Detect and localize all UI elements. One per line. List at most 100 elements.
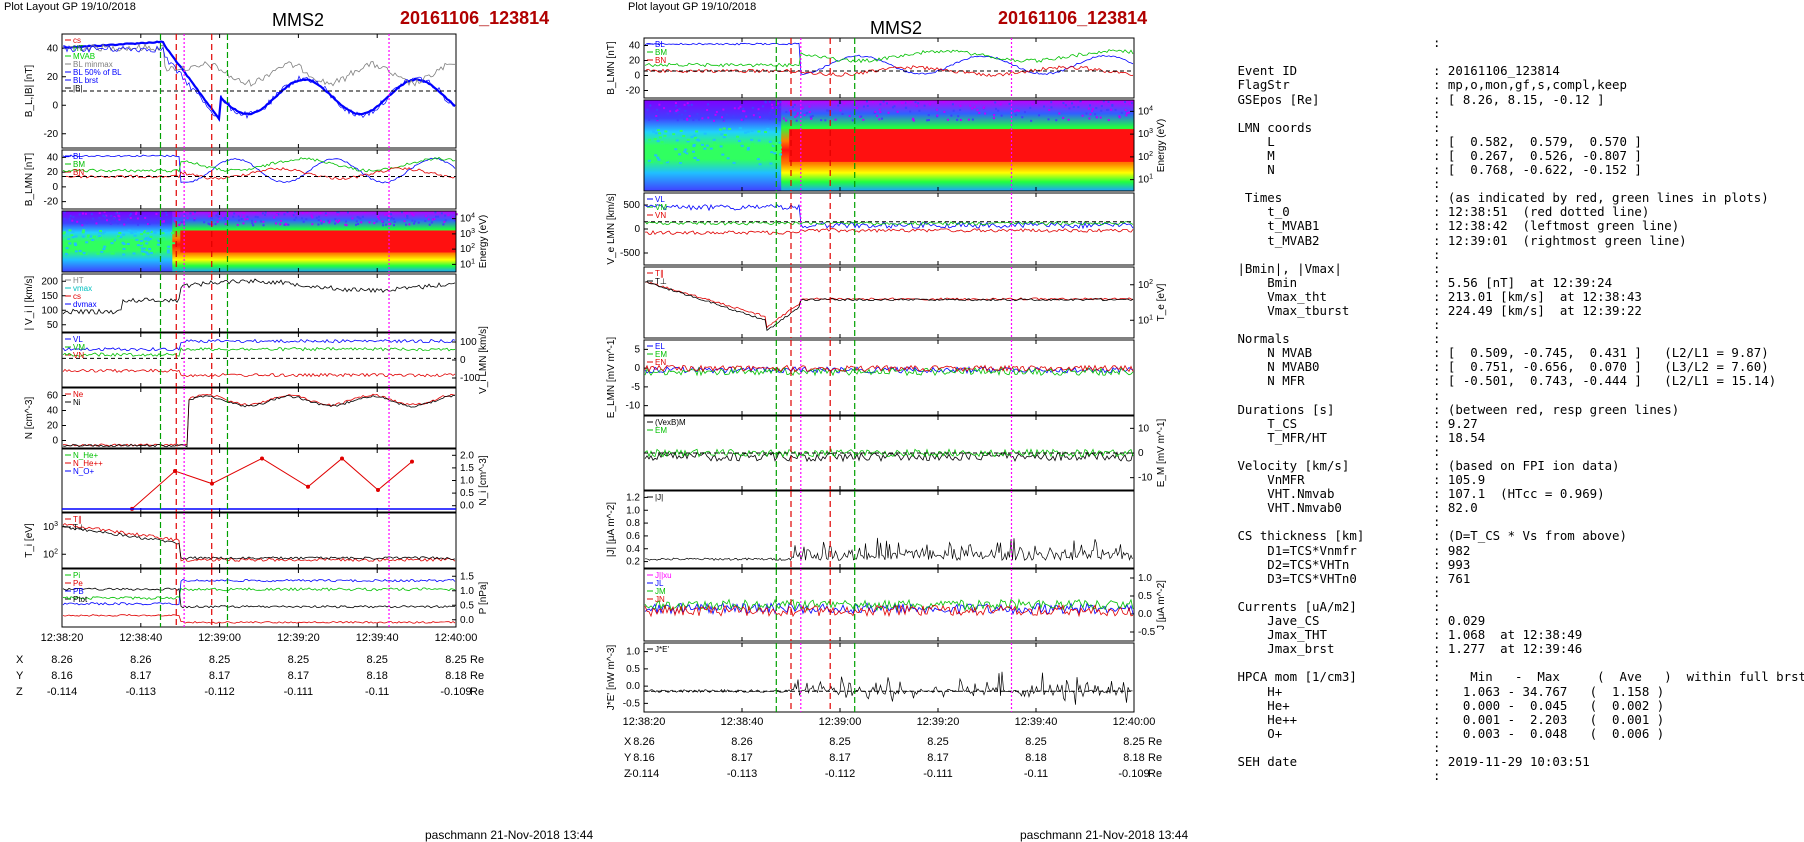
info-value: : (1433, 768, 1441, 784)
position-value: 8.26 (51, 654, 73, 666)
info-value: : [ 0.768, -0.622, -0.152 ] (1433, 162, 1642, 178)
event-info-text: : Event ID: 20161106_123814 FlagStr: mp,… (1230, 22, 1804, 783)
info-value: : 12:38:42 (leftmost green line) (1433, 218, 1680, 234)
position-value: 8.17 (208, 670, 231, 682)
info-line: Bmin: 5.56 [nT] at 12:39:24 (1230, 275, 1804, 290)
info-key: Velocity [km/s] (1230, 458, 1350, 473)
R-ytick-label: 0 (1138, 448, 1144, 459)
left-plot-footer: paschmann 21-Nov-2018 13:44 (425, 828, 594, 842)
info-line: Normals: (1230, 332, 1804, 346)
info-key: N MVAB0 (1230, 359, 1320, 375)
info-line: N MFR: [ -0.501, 0.743, -0.444 ] (L2/L1 … (1230, 374, 1804, 388)
position-value: 8.17 (731, 752, 753, 764)
info-key: Event ID (1230, 63, 1298, 79)
L-ytick-label: 1.0 (460, 586, 474, 597)
L-legend-entry: BN (73, 168, 84, 177)
info-key: N MVAB (1230, 345, 1313, 361)
L-ytick-label: 200 (41, 276, 58, 287)
R-legend-entry: T∥ (655, 269, 664, 278)
position-row-label: Y (624, 752, 632, 764)
position-value: -0.111 (283, 686, 314, 698)
L-ylabel: Energy (eV) (478, 215, 489, 268)
position-value: -0.114 (628, 768, 660, 780)
R-ytick-label: -20 (626, 86, 641, 97)
L-ytick-label: 1.5 (460, 571, 474, 582)
right-plot-title: MMS2 (870, 18, 923, 38)
info-value: : 107.1 (HTcc = 0.969) (1433, 486, 1605, 502)
position-value: 8.25 (1123, 736, 1145, 748)
L-legend-entry: T∥ (73, 515, 82, 524)
L-ytick-label: 0.0 (460, 615, 474, 626)
L-panel-7 (61, 448, 457, 513)
info-line: : (1230, 769, 1804, 783)
L-legend-entry: Ne (73, 390, 84, 399)
info-line: N MVAB0: [ 0.751, -0.656, 0.070 ] (L3/L2… (1230, 360, 1804, 374)
info-line: : (1230, 739, 1804, 755)
L-legend-entry: VL (73, 335, 83, 344)
L-ytick-label: 104 (460, 213, 475, 225)
info-value: : 0.029 (1433, 613, 1486, 629)
info-value: : (1433, 331, 1441, 347)
info-value: : (1433, 739, 1441, 755)
R-panel-5 (643, 339, 1135, 416)
info-value: : 0.003 - 0.048 ( 0.006 ) (1433, 725, 1665, 741)
L-ytick-label: 150 (41, 291, 58, 302)
info-line: VnMFR: 105.9 (1230, 472, 1804, 487)
position-value: 8.18 (1123, 752, 1145, 764)
info-key: D1=TCS*Vnmfr (1230, 542, 1357, 558)
L-ytick-label: 0 (52, 436, 58, 447)
R-ytick-label: 40 (629, 41, 641, 52)
L-legend-entry: Pi (73, 571, 80, 580)
info-line: D1=TCS*Vnmfr: 982 (1230, 542, 1804, 558)
R-legend-entry: EN (655, 358, 666, 367)
R-legend-entry: JN (655, 595, 665, 604)
right-plot-header: Plot layout GP 19/10/2018 (628, 1, 757, 13)
L-ylabel: N [cm^-3] (24, 397, 35, 440)
R-ytick-label: -10 (1138, 473, 1153, 484)
R-panel-9 (643, 642, 1135, 713)
info-value: : (1433, 598, 1441, 614)
R-legend-entry: EM (655, 350, 667, 359)
x-tick-label: 12:39:00 (818, 716, 862, 728)
position-value: 8.18 (445, 670, 467, 682)
info-key: |Bmin|, |Vmax| (1230, 260, 1342, 276)
L-ylabel: B_LMN [nT] (24, 153, 35, 207)
position-value: 8.26 (633, 736, 655, 748)
R-ytick-label: 104 (1138, 105, 1153, 117)
L-ytick-label: 0.5 (460, 488, 474, 499)
x-tick-label: 12:38:40 (720, 716, 764, 728)
L-legend-entry: BL 50% of BL (73, 68, 122, 77)
L-ytick-label: -20 (44, 197, 59, 208)
info-line: VHT.Nmvab: 107.1 (HTcc = 0.969) (1230, 487, 1804, 501)
info-line: N MVAB: [ 0.509, -0.745, 0.431 ] (L2/L1 … (1230, 346, 1804, 360)
position-value: 8.25 (287, 654, 310, 666)
info-value: : 993 (1433, 556, 1471, 572)
info-value: : 20161106_123814 (1433, 63, 1560, 79)
info-value: : 761 (1433, 570, 1471, 586)
L-legend-entry: Pe (73, 579, 83, 588)
L-ylabel: V_i LMN [km/s] (478, 326, 489, 394)
info-line: N: [ 0.768, -0.622, -0.152 ] (1230, 162, 1804, 178)
info-key: Currents [uA/m2] (1230, 598, 1357, 614)
info-value: : (1433, 514, 1441, 530)
position-value: 8.18 (366, 670, 388, 682)
info-value: : (D=T_CS * Vs from above) (1433, 528, 1627, 544)
x-tick-label: 12:39:20 (276, 632, 320, 644)
L-ylabel: N_i [cm^-3] (478, 455, 489, 505)
info-key: T_MFR/HT (1230, 429, 1327, 445)
position-value: 8.18 (1025, 752, 1047, 764)
L-legend-entry: MVAB (73, 52, 95, 61)
position-row-label: X (624, 736, 632, 748)
info-line: : (1230, 444, 1804, 459)
R-panel-4 (643, 266, 1135, 339)
info-value: : 0.001 - 2.203 ( 0.001 ) (1433, 711, 1665, 727)
info-key: Vmax_tburst (1230, 302, 1350, 318)
info-value: : 0.000 - 0.045 ( 0.002 ) (1433, 697, 1665, 713)
L-ytick-label: 102 (460, 243, 475, 255)
info-key: Vmax_tht (1230, 288, 1327, 304)
info-line: Currents [uA/m2]: (1230, 598, 1804, 614)
R-ytick-label: -0.5 (623, 698, 641, 709)
info-line: |Bmin|, |Vmax|: (1230, 260, 1804, 276)
L-legend-entry: |B| (73, 84, 83, 93)
position-value: -0.113 (726, 768, 758, 780)
